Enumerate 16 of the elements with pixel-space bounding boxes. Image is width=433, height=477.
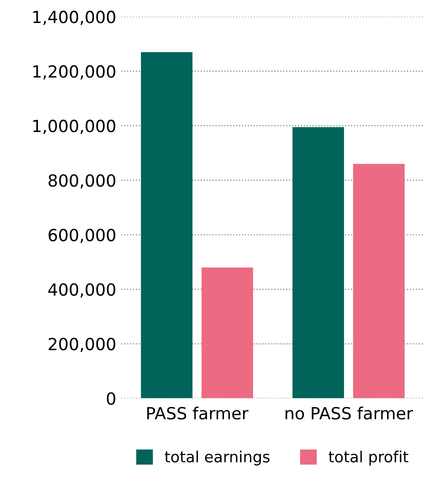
y-tick-label: 0 xyxy=(106,392,116,405)
bar xyxy=(140,52,192,398)
y-tick-label: 1,000,000 xyxy=(33,120,116,134)
y-tick-label: 800,000 xyxy=(48,174,116,189)
legend-label: total earnings xyxy=(164,450,270,466)
y-tick-label: 600,000 xyxy=(48,228,116,244)
y-tick-label: 1,400,000 xyxy=(33,10,116,25)
x-tick-label: PASS farmer xyxy=(147,406,248,420)
legend-label: total profit xyxy=(328,450,408,466)
bar xyxy=(202,267,254,398)
y-tick-label: 400,000 xyxy=(48,283,116,298)
x-tick-label: no PASS farmer xyxy=(286,406,414,420)
y-tick-label: 1,200,000 xyxy=(33,65,116,80)
bar xyxy=(292,127,344,398)
bar xyxy=(353,164,405,398)
y-tick-label: 200,000 xyxy=(48,338,116,352)
